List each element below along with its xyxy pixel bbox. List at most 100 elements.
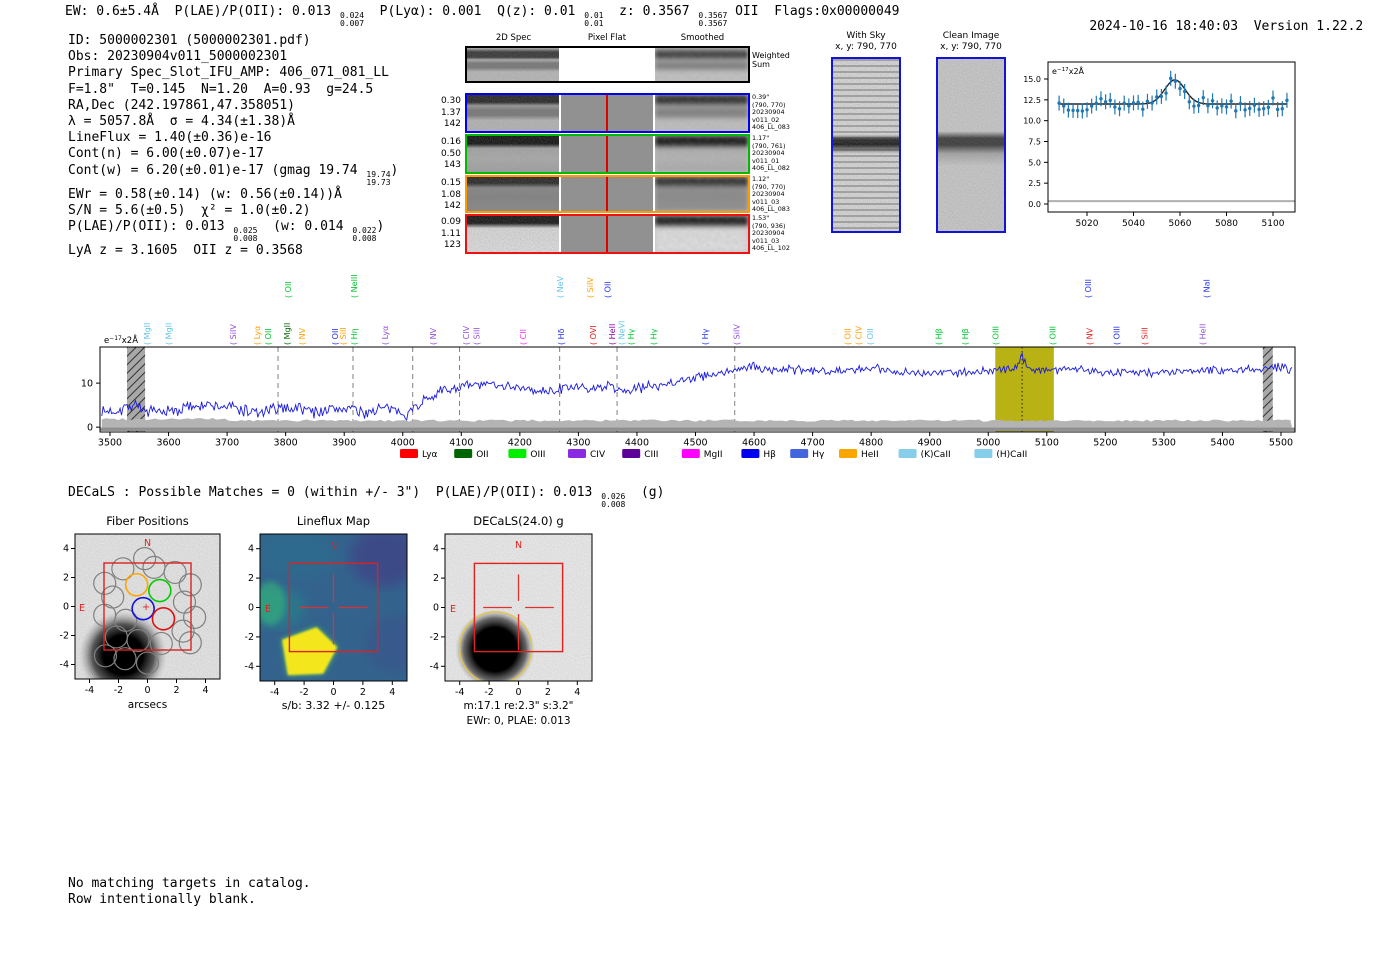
line-label-OVI: ( OVI — [589, 325, 598, 345]
magnitude-caption: m:17.1 re:2.3" s:3.2" — [464, 700, 574, 712]
spacer — [1238, 19, 1254, 34]
x-tick-label: 2 — [173, 685, 179, 696]
fiber-spec-row — [465, 175, 750, 213]
data-point — [1173, 79, 1178, 83]
line-label-SiII: ( SiII — [1141, 327, 1150, 345]
y-tick-label: 10 — [81, 379, 93, 390]
pixel-flat-center-line — [606, 177, 608, 211]
legend-label: Hβ — [763, 450, 776, 460]
fiber-circle — [93, 571, 117, 595]
green-patch — [260, 581, 286, 626]
data-point — [1229, 99, 1233, 103]
line-label-OII: ( OII — [331, 328, 340, 345]
footer-line: No matching targets in catalog. — [68, 876, 311, 891]
panel-title: Fiber Positions — [106, 514, 189, 528]
aperture-ring — [459, 611, 533, 681]
line-label-NaI: ( NaI — [1203, 279, 1212, 298]
info-line: Cont(w) = 6.20(±0.01)e-17 (gmag 19.74 19… — [68, 162, 399, 187]
legend-swatch — [568, 449, 586, 458]
data-point — [1201, 95, 1205, 100]
weighted-sum-row — [465, 46, 750, 83]
spec2d-panel: 2D Spec Pixel Flat Smoothed 0.30 1.37 142 0… — [415, 30, 810, 260]
ew-plae-caption: EWr: 0, PLAE: 0.013 — [466, 715, 570, 727]
footer-line: Row intentionally blank. — [68, 892, 256, 908]
spec2d-bands — [467, 95, 559, 131]
footer-notes: No matching targets in catalog. Row inte… — [68, 876, 311, 908]
x-tick-label: 4400 — [625, 438, 649, 449]
legend-swatch — [400, 449, 418, 458]
legend-swatch — [790, 449, 809, 458]
data-point — [1071, 108, 1075, 113]
inset-bg — [1048, 62, 1295, 212]
flux-unit-label: e−17x2Å — [1052, 65, 1085, 76]
east-label: E — [265, 604, 271, 615]
fiber-circle — [183, 605, 207, 629]
noise-texture — [833, 59, 899, 231]
line-label-SiIV: ( SiIV — [229, 324, 238, 345]
fiber-circle — [171, 619, 195, 643]
x-tick-label: 4 — [389, 687, 395, 698]
flux-unit-label: e−17x2Å — [104, 334, 138, 346]
clean-image-header: Clean Image x, y: 790, 770 — [921, 31, 1021, 53]
full-spectrum-chart: 3500 3600 3700 3800 3900 4000 4100 4200 4300 4400… — [81, 274, 1296, 460]
line-label-Lyα: ( Lyα — [381, 326, 390, 345]
data-point — [1145, 99, 1150, 104]
line-label-OIII: ( OIII — [991, 326, 1000, 345]
y-tick-label: -4 — [245, 661, 254, 672]
fiber-circle — [149, 631, 173, 656]
y-tick-label: 2 — [248, 573, 254, 584]
catalog-match-line: DECaLS : Possible Matches = 0 (within +/… — [68, 485, 665, 509]
data-point — [1266, 105, 1271, 110]
dark-patch — [350, 534, 407, 587]
data-point — [1080, 109, 1085, 113]
panel-title: DECaLS(24.0) g — [473, 514, 563, 528]
x-tick-label: 3700 — [215, 438, 239, 449]
x-tick-label: 5300 — [1152, 438, 1176, 449]
x-tick-label: 4800 — [859, 438, 883, 449]
data-point — [1141, 107, 1145, 111]
north-label: N — [515, 540, 522, 551]
x-tick-label: 5400 — [1210, 438, 1234, 449]
spectrum-line — [101, 352, 1293, 421]
noise-texture — [938, 59, 1004, 231]
info-line: S/N = 5.6(±0.5) χ² = 1.0(±0.2) — [68, 202, 311, 218]
x-tick-label: 5040 — [1122, 219, 1145, 229]
data-point — [1220, 104, 1224, 108]
info-line: Cont(n) = 6.00(±0.07)e-17 — [68, 146, 264, 162]
extraction-box — [288, 562, 379, 653]
y-tick-label: 2.5 — [1028, 179, 1041, 188]
sup-sub-value: 0.022 0.008 — [352, 226, 377, 244]
data-point — [1117, 107, 1122, 111]
x-tick-label: 4100 — [449, 438, 473, 449]
data-point — [1122, 101, 1126, 105]
spec2d-col-header: 2D Spec — [495, 33, 532, 43]
with-sky-image — [831, 57, 901, 233]
line-label-MgII: ( MgII — [283, 323, 292, 345]
line-label-SiIV: ( SiIV — [586, 277, 595, 298]
x-tick-label: 4000 — [391, 438, 415, 449]
y-tick-label: -4 — [430, 661, 439, 672]
info-line: LyA z = 3.1605 OII z = 0.3568 — [68, 243, 303, 259]
x-tick-label: 5000 — [976, 438, 1000, 449]
data-point — [1280, 106, 1284, 111]
line-label-OII: ( OII — [264, 328, 273, 345]
line-label-NeV: ( NeV — [556, 275, 565, 298]
fiber-circle — [113, 647, 137, 671]
teal-patch — [260, 534, 335, 578]
line-label-OIII: ( OIII — [1049, 326, 1058, 345]
report-datetime: 2024-10-16 18:40:03 — [1089, 19, 1239, 34]
fiber-spec-row — [465, 93, 750, 133]
with-sky-title: With Sky — [846, 31, 886, 41]
info-line: ID: 5000002301 (5000002301.pdf) — [68, 33, 311, 48]
data-point — [1192, 104, 1196, 108]
data-point — [1178, 86, 1182, 91]
line-label-NV: ( NV — [429, 327, 438, 345]
with-sky-coords: x, y: 790, 770 — [835, 42, 897, 52]
y-tick-label: 10.0 — [1023, 117, 1041, 126]
extraction-box — [103, 562, 192, 651]
info-line: EWr = 0.58(±0.14) (w: 0.56(±0.14))Å — [68, 186, 342, 202]
sup-sub-value: 0.01 0.01 — [584, 11, 604, 28]
line-label-Hγ: ( Hγ — [649, 328, 658, 345]
x-tick-label: -2 — [484, 687, 493, 698]
